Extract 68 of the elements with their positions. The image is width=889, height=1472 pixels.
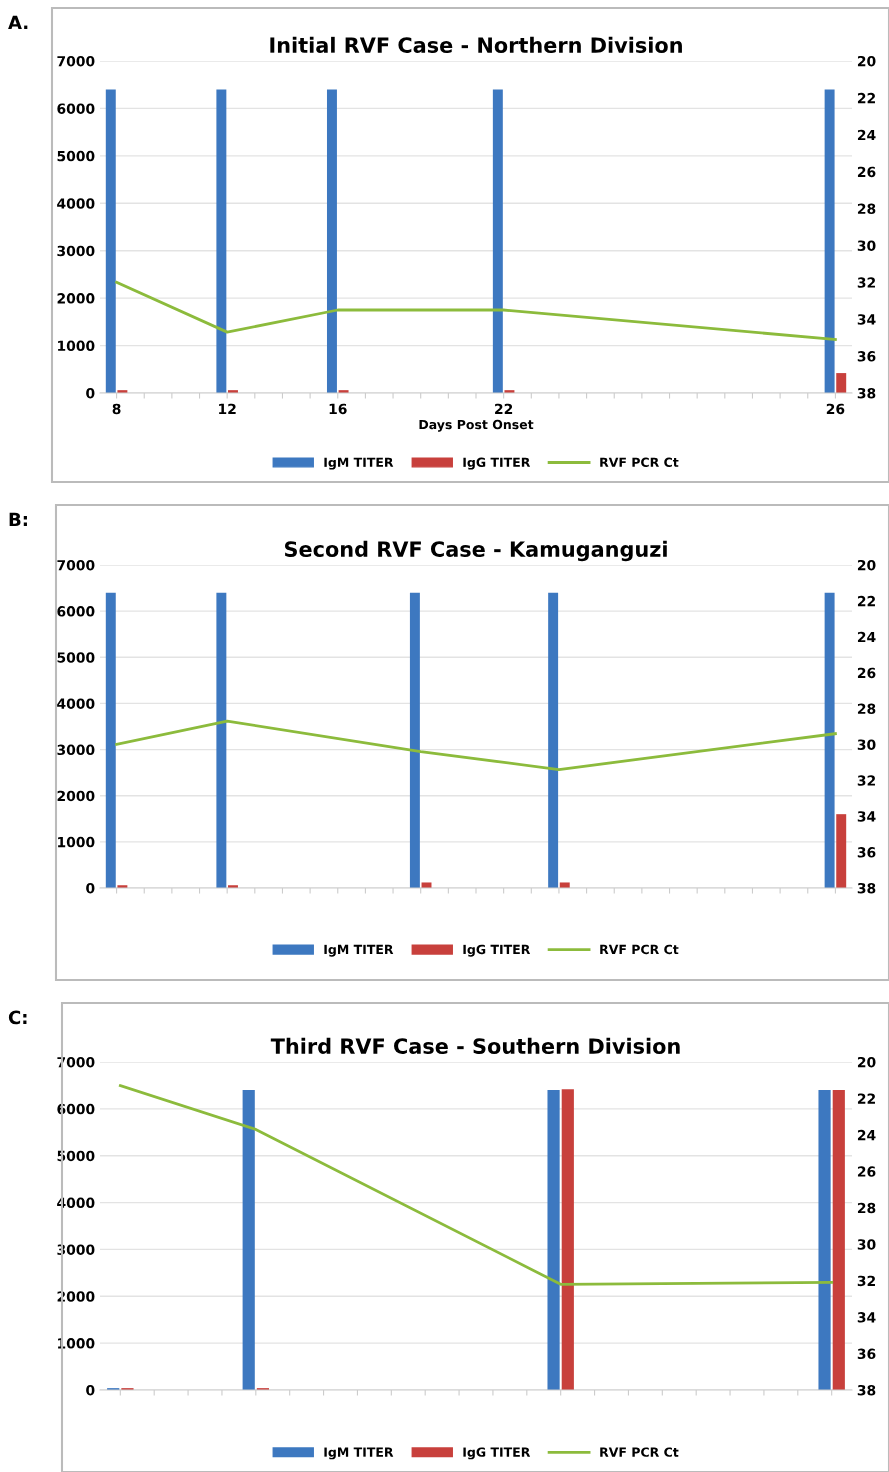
legend-label: RVF PCR Ct — [600, 457, 679, 468]
x-axis-title: Days Post Onset — [419, 419, 534, 432]
y2-tick-label: 36 — [857, 1348, 876, 1360]
y2-tick-label: 20 — [857, 559, 876, 571]
legend-label: IgM TITER — [324, 1447, 394, 1460]
y2-tick-label: 26 — [857, 166, 876, 178]
legend-label: RVF PCR Ct — [600, 944, 679, 955]
y2-tick-label: 34 — [857, 1312, 876, 1323]
y-tick-label: 0 — [86, 882, 95, 894]
y2-tick-label: 30 — [857, 240, 876, 251]
y-tick-label: 6000 — [57, 103, 95, 114]
y-tick-label: 6000 — [57, 606, 95, 617]
y2-tick-label: 36 — [857, 351, 876, 362]
x-tick-label: 16 — [329, 403, 347, 415]
text: A. — [8, 15, 28, 29]
y-tick-label: 4000 — [57, 198, 95, 209]
y2-tick-label: 26 — [857, 1166, 876, 1177]
y2-tick-label: 30 — [857, 1239, 876, 1250]
chart-title: Second RVF Case - Kamuganguzi — [284, 540, 667, 562]
text: C: — [8, 1010, 27, 1025]
y2-tick-label: 30 — [857, 739, 876, 750]
y2-tick-label: 38 — [857, 1384, 876, 1396]
y2-tick-label: 24 — [857, 129, 876, 141]
y-tick-label: 2000 — [57, 293, 95, 304]
y2-tick-label: 32 — [857, 277, 875, 288]
chart-title: Initial RVF Case - Northern Division — [270, 36, 682, 53]
text: B: — [9, 512, 27, 526]
legend-label: IgG TITER — [463, 457, 531, 470]
y-tick-label: 4000 — [57, 698, 95, 709]
y2-tick-label: 28 — [857, 203, 876, 215]
x-tick-label: 22 — [495, 403, 513, 414]
y2-tick-label: 20 — [857, 1056, 876, 1068]
y2-tick-label: 26 — [857, 667, 876, 679]
y2-tick-label: 24 — [857, 631, 876, 643]
legend-label: IgG TITER — [463, 944, 531, 957]
legend-label: RVF PCR Ct — [600, 1447, 679, 1457]
y2-tick-label: 38 — [857, 387, 876, 399]
y-tick-label: 7000 — [57, 559, 95, 571]
y2-tick-label: 28 — [857, 703, 876, 715]
y-tick-label: 3000 — [57, 245, 95, 257]
y-tick-label: 5000 — [57, 150, 95, 162]
y-tick-label: 3000 — [57, 744, 95, 756]
y2-tick-label: 22 — [857, 595, 875, 607]
y2-tick-label: 32 — [857, 775, 875, 786]
y2-tick-label: 20 — [857, 55, 876, 67]
y2-tick-label: 36 — [857, 847, 876, 858]
chart-title: Third RVF Case - Southern Division — [270, 1037, 680, 1054]
legend-label: IgG TITER — [463, 1447, 531, 1460]
y2-tick-label: 34 — [857, 811, 876, 822]
y2-tick-label: 38 — [857, 882, 876, 894]
legend-label: IgM TITER — [324, 457, 394, 470]
y2-tick-label: 32 — [857, 1275, 875, 1287]
y2-tick-label: 34 — [857, 314, 876, 325]
y2-tick-label: 22 — [857, 1093, 875, 1104]
legend-label: IgM TITER — [324, 944, 394, 957]
y2-tick-label: 22 — [857, 92, 875, 104]
x-tick-label: 26 — [826, 403, 845, 415]
y-tick-label: 0 — [86, 387, 95, 399]
y-tick-label: 2000 — [57, 790, 95, 802]
y-tick-label: 1000 — [58, 340, 95, 352]
y2-tick-label: 28 — [857, 1202, 876, 1214]
y-tick-label: 7000 — [57, 55, 95, 67]
x-tick-label: 12 — [219, 403, 236, 414]
y2-tick-label: 24 — [857, 1129, 876, 1141]
x-tick-label: 8 — [112, 403, 121, 415]
y-tick-label: 1000 — [58, 836, 95, 848]
y-tick-label: 5000 — [57, 652, 95, 663]
y-tick-label: 0 — [86, 1384, 95, 1396]
